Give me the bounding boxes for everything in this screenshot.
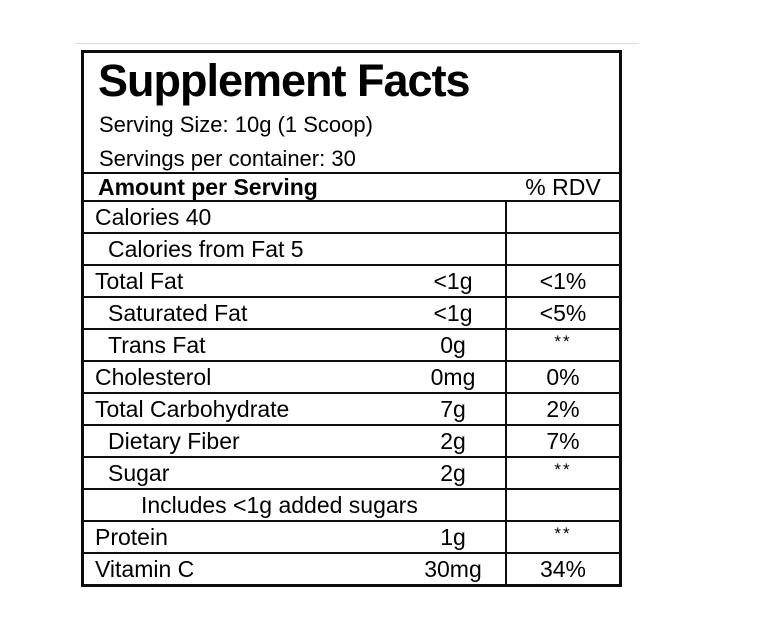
nutrient-row: Trans Fat 0g ** xyxy=(84,330,619,362)
rdv-value: <5% xyxy=(539,300,587,326)
rdv-value: 7% xyxy=(546,428,580,454)
rdv-value: ** xyxy=(554,460,572,479)
nutrient-row: Calories 40 xyxy=(84,202,619,234)
rdv-value: <1% xyxy=(539,268,587,294)
nutrient-name: Cholesterol xyxy=(95,364,212,390)
nutrient-row: Protein 1g ** xyxy=(84,522,619,554)
nutrient-name: Dietary Fiber xyxy=(108,428,240,454)
amount-per-serving-header: Amount per Serving xyxy=(98,174,318,200)
rdv-value: ** xyxy=(554,524,572,543)
rdv-value: 0% xyxy=(546,364,580,390)
nutrient-name: Includes <1g added sugars xyxy=(141,492,418,518)
nutrient-row: Vitamin C 30mg 34% xyxy=(84,554,619,584)
nutrient-amount: 0g xyxy=(440,332,466,358)
nutrient-amount: 1g xyxy=(440,524,466,550)
nutrient-row: Saturated Fat <1g <5% xyxy=(84,298,619,330)
nutrient-row: Calories from Fat 5 xyxy=(84,234,619,266)
nutrient-amount: 2g xyxy=(440,460,466,486)
nutrient-amount: 0mg xyxy=(430,364,476,390)
nutrient-row: Includes <1g added sugars xyxy=(84,490,619,522)
nutrient-amount: 7g xyxy=(440,396,466,422)
nutrient-row: Sugar 2g ** xyxy=(84,458,619,490)
nutrient-name: Sugar xyxy=(108,460,170,486)
table-header-row: Amount per Serving % RDV xyxy=(84,174,619,202)
servings-per-container-text: Servings per container: 30 xyxy=(99,146,356,171)
nutrient-row: Cholesterol 0mg 0% xyxy=(84,362,619,394)
nutrient-name: Trans Fat xyxy=(108,332,206,358)
rdv-value: 2% xyxy=(546,396,580,422)
rdv-value: 34% xyxy=(539,556,587,582)
nutrient-row: Total Fat <1g <1% xyxy=(84,266,619,298)
nutrient-amount: <1g xyxy=(433,268,473,294)
nutrient-name: Total Carbohydrate xyxy=(95,396,290,422)
serving-size-text: Serving Size: 10g (1 Scoop) xyxy=(99,112,373,137)
nutrient-name: Calories from Fat 5 xyxy=(108,236,304,262)
nutrient-name: Vitamin C xyxy=(95,556,195,582)
nutrient-row: Dietary Fiber 2g 7% xyxy=(84,426,619,458)
nutrient-name: Saturated Fat xyxy=(108,300,248,326)
nutrient-name: Calories 40 xyxy=(95,204,212,230)
rdv-value: ** xyxy=(554,332,572,351)
page-divider-line xyxy=(76,43,638,44)
rdv-header: % RDV xyxy=(525,174,601,200)
facts-table: Amount per Serving % RDV Calories 40 Cal… xyxy=(84,172,619,584)
supplement-facts-panel: Supplement Facts Serving Size: 10g (1 Sc… xyxy=(81,50,622,587)
nutrient-amount: <1g xyxy=(433,300,473,326)
panel-title: Supplement Facts xyxy=(98,55,471,106)
nutrient-amount: 2g xyxy=(440,428,466,454)
nutrient-row: Total Carbohydrate 7g 2% xyxy=(84,394,619,426)
nutrient-name: Total Fat xyxy=(95,268,184,294)
nutrient-name: Protein xyxy=(95,524,168,550)
nutrient-amount: 30mg xyxy=(424,556,482,582)
